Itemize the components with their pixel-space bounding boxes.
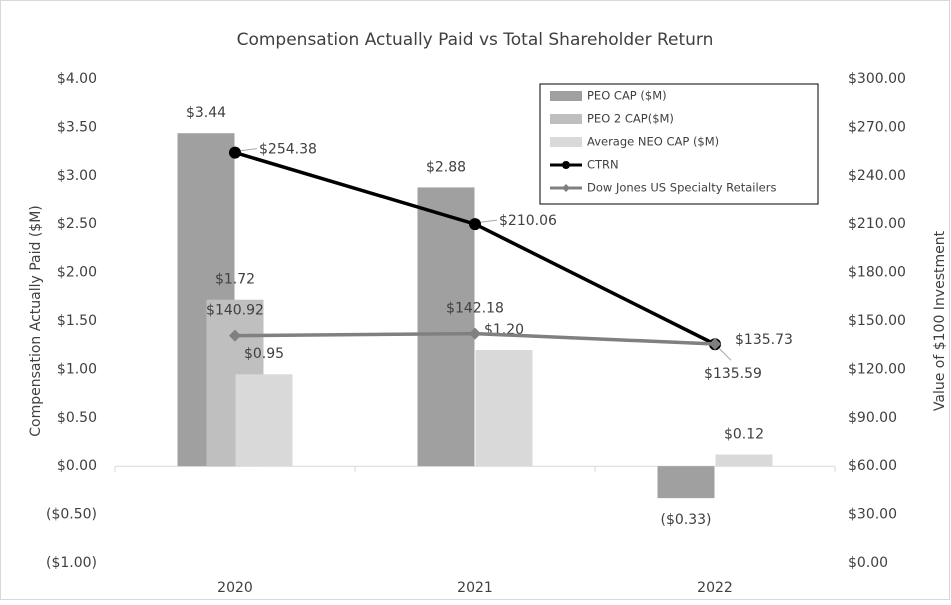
legend-swatch [550,114,582,124]
y2-tick-label: $90.00 [848,410,897,426]
marker [229,329,241,342]
y-tick-label: $0.00 [57,458,97,474]
leader-line [718,347,732,361]
y-axis-label: Compensation Actually Paid ($M) [28,205,44,437]
y-tick-label: $1.50 [57,313,97,329]
marker [469,218,481,231]
y2-axis-label: Value of $100 Investment [932,230,948,411]
y-tick-label: $2.00 [57,265,97,281]
y2-tick-label: $0.00 [848,555,888,571]
chart-title: Compensation Actually Paid vs Total Shar… [237,30,714,50]
y2-tick-label: $240.00 [848,168,906,184]
data-label: $0.12 [724,427,764,443]
data-label: $1.72 [215,272,255,288]
data-label: ($0.33) [660,512,711,528]
x-tick-label: 2021 [457,580,493,596]
legend-label: PEO 2 CAP($M) [587,112,674,126]
bar [235,374,293,467]
y-tick-label: ($0.50) [46,507,97,523]
legend-label: Dow Jones US Specialty Retailers [587,181,776,195]
marker [469,327,481,340]
legend-marker [562,184,570,192]
legend-swatch [550,91,582,101]
legend-label: CTRN [587,158,619,172]
legend-label: PEO CAP ($M) [587,89,667,103]
y2-tick-label: $210.00 [848,216,906,232]
y-tick-label: $0.50 [57,410,97,426]
bar [417,187,475,467]
y-tick-label: $3.50 [57,119,97,135]
legend-label: Average NEO CAP ($M) [587,135,719,149]
data-label: $142.18 [446,301,504,317]
marker [709,338,721,351]
y2-tick-label: $300.00 [848,71,906,87]
y2-tick-label: $270.00 [848,119,906,135]
bar [657,466,715,499]
y2-tick-label: $120.00 [848,361,906,377]
bar [715,454,773,467]
leader-line [240,148,258,152]
x-tick-label: 2022 [697,580,733,596]
bar [475,350,533,467]
data-label: $0.95 [244,346,284,362]
legend [539,83,819,205]
y-tick-label: $4.00 [57,71,97,87]
y-tick-label: ($1.00) [46,555,97,571]
y2-tick-label: $150.00 [848,313,906,329]
legend-marker [562,161,570,169]
data-label: $135.59 [704,366,762,382]
data-label: $3.44 [186,105,226,121]
y2-tick-label: $180.00 [848,265,906,281]
legend-swatch [550,137,582,147]
y2-tick-label: $30.00 [848,507,897,523]
y2-tick-label: $60.00 [848,458,897,474]
data-label: $140.92 [206,303,264,319]
leader-line [480,219,498,223]
data-label: $210.06 [499,213,557,229]
y-tick-label: $3.00 [57,168,97,184]
data-label: $254.38 [259,142,317,158]
marker [229,146,241,159]
x-tick-label: 2020 [217,580,253,596]
data-label: $2.88 [426,159,466,175]
data-label: $135.73 [735,332,793,348]
y-tick-label: $2.50 [57,216,97,232]
y-tick-label: $1.00 [57,361,97,377]
